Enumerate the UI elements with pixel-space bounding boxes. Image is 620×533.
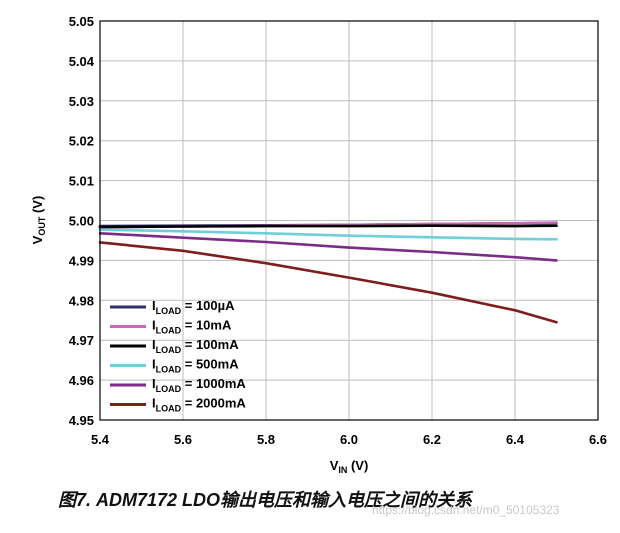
figure-caption-text: ADM7172 LDO输出电压和输入电压之间的关系 (91, 490, 473, 510)
y-tick-label: 4.98 (69, 293, 94, 308)
y-tick-label: 4.99 (69, 253, 94, 268)
plot-frame (99, 20, 599, 421)
legend-item-5: ILOAD = 1000mA (110, 376, 246, 394)
series-line-4 (98, 228, 558, 241)
x-tick-label: 5.4 (91, 432, 110, 447)
x-tick-labels: 5.4 5.6 5.8 6.0 6.2 6.4 6.6 (91, 432, 607, 447)
figure-caption: 图7. ADM7172 LDO输出电压和输入电压之间的关系 (58, 486, 472, 512)
x-tick-label: 6.0 (340, 432, 358, 447)
legend-item-1: ILOAD = 100µA (110, 298, 235, 316)
x-axis-label: VIN (V) (330, 458, 369, 475)
y-tick-labels: 5.05 5.04 5.03 5.02 5.01 5.00 4.99 4.98 4.97 4.96… (69, 14, 95, 428)
series-lines (98, 221, 558, 324)
y-tick-label: 4.96 (69, 373, 94, 388)
y-tick-label: 4.95 (69, 413, 94, 428)
legend-label: ILOAD = 500mA (152, 357, 239, 375)
legend-item-2: ILOAD = 10mA (110, 318, 232, 336)
x-tick-label: 6.6 (589, 432, 607, 447)
x-tick-label: 6.2 (423, 432, 441, 447)
x-tick-label: 5.6 (174, 432, 192, 447)
y-axis-label: VOUT (V) (30, 196, 47, 245)
legend-label: ILOAD = 1000mA (152, 376, 246, 394)
watermark: https://blog.csdn.net/m0_50105323 (372, 503, 560, 517)
series-line-5 (98, 232, 558, 262)
y-tick-label: 5.05 (69, 14, 94, 29)
y-tick-label: 5.02 (69, 134, 94, 149)
y-tick-label: 5.00 (69, 214, 94, 229)
y-tick-label: 4.97 (69, 333, 94, 348)
y-tick-label: 5.03 (69, 94, 94, 109)
legend-label: ILOAD = 10mA (152, 318, 232, 336)
legend-label: ILOAD = 2000mA (152, 396, 246, 414)
series-line-6 (98, 241, 558, 324)
series-line-3 (98, 224, 558, 229)
legend-label: ILOAD = 100µA (152, 298, 235, 316)
legend-label: ILOAD = 100mA (152, 337, 239, 355)
figure-number: 图7. (58, 490, 92, 510)
legend-item-4: ILOAD = 500mA (110, 357, 239, 375)
x-tick-label: 5.8 (257, 432, 275, 447)
legend-item-3: ILOAD = 100mA (110, 337, 239, 355)
grid-lines (99, 20, 599, 421)
vout-vs-vin-chart: 5.05 5.04 5.03 5.02 5.01 5.00 4.99 4.98 4.97 4.96… (30, 14, 607, 475)
y-tick-label: 5.04 (69, 54, 95, 69)
legend-item-6: ILOAD = 2000mA (110, 396, 246, 414)
y-tick-label: 5.01 (69, 174, 94, 189)
x-tick-label: 6.4 (506, 432, 525, 447)
